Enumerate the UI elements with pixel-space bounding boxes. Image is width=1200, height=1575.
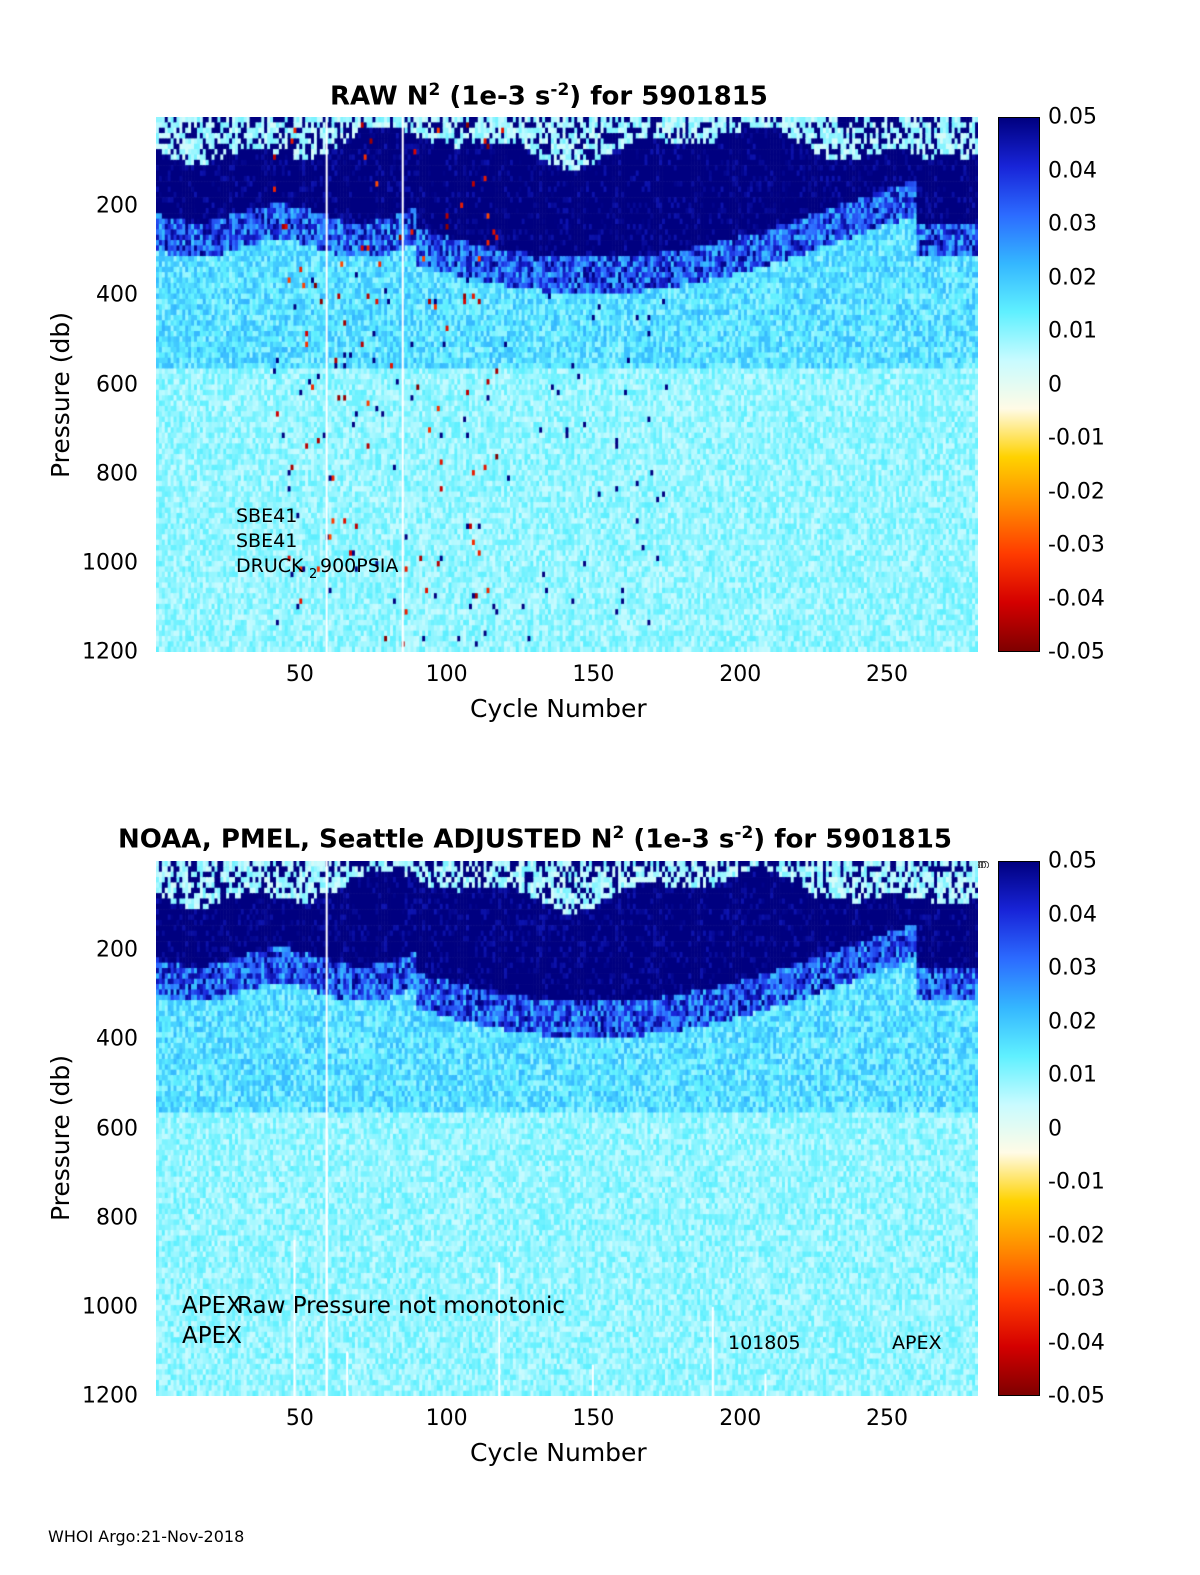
colorbar-tick-label: 0.02 bbox=[1048, 265, 1097, 290]
bottom-colorbar bbox=[998, 861, 1040, 1396]
y-tick-label: 200 bbox=[96, 937, 138, 963]
y-tick-label: 1200 bbox=[82, 639, 138, 665]
marker-circle bbox=[981, 861, 990, 868]
y-tick-label: 1200 bbox=[82, 1383, 138, 1409]
x-tick-label: 150 bbox=[572, 662, 615, 687]
top-title-sup1: 2 bbox=[428, 80, 441, 100]
top-title-main: RAW N bbox=[330, 81, 429, 112]
x-tick-label: 200 bbox=[719, 1406, 762, 1431]
x-tick-label: 150 bbox=[572, 1406, 615, 1431]
bottom-chart-title: NOAA, PMEL, Seattle ADJUSTED N2 (1e-3 s-… bbox=[118, 823, 952, 855]
bottom-title-sup2: -2 bbox=[734, 823, 754, 843]
colorbar-tick-label: 0.03 bbox=[1048, 955, 1097, 981]
top-heatmap-plot-area bbox=[156, 117, 978, 652]
bottom-y-axis-label: Pressure (db) bbox=[46, 1055, 75, 1221]
colorbar-tick-label: 0.02 bbox=[1048, 1009, 1097, 1034]
top-chart-title: RAW N2 (1e-3 s-2) for 5901815 bbox=[330, 80, 768, 112]
x-tick-label: 50 bbox=[285, 1406, 314, 1431]
bottom-heatmap-plot-area bbox=[156, 861, 978, 1396]
colorbar-tick-label: -0.03 bbox=[1048, 532, 1105, 558]
x-tick-label: 250 bbox=[865, 1406, 908, 1431]
bottom-annotation-raw-pressure: Raw Pressure not monotonic bbox=[237, 1293, 566, 1319]
colorbar-tick-label: -0.04 bbox=[1048, 1330, 1105, 1355]
colorbar-tick-label: 0.04 bbox=[1048, 158, 1097, 183]
colorbar-tick-label: 0.01 bbox=[1048, 318, 1097, 344]
top-title-sup2: -2 bbox=[550, 80, 570, 100]
y-tick-label: 800 bbox=[96, 461, 138, 487]
y-tick-label: 1000 bbox=[82, 550, 138, 576]
colorbar-tick-label: -0.03 bbox=[1048, 1276, 1105, 1302]
x-tick-label: 100 bbox=[425, 662, 468, 687]
x-tick-label: 50 bbox=[285, 662, 314, 687]
top-annotation-druck: DRUCK bbox=[236, 555, 304, 577]
colorbar-tick-label: 0.03 bbox=[1048, 211, 1097, 237]
colorbar-tick-label: -0.05 bbox=[1048, 639, 1105, 665]
top-heatmap-canvas bbox=[156, 117, 978, 652]
y-tick-label: 600 bbox=[96, 1116, 138, 1141]
colorbar-tick-label: 0.04 bbox=[1048, 902, 1097, 927]
bottom-heatmap-canvas bbox=[156, 861, 978, 1396]
y-tick-label: 1000 bbox=[82, 1294, 138, 1320]
x-tick-label: 250 bbox=[865, 662, 908, 687]
colorbar-tick-label: -0.02 bbox=[1048, 1223, 1105, 1248]
colorbar-tick-label: -0.05 bbox=[1048, 1383, 1105, 1409]
top-y-axis-label: Pressure (db) bbox=[46, 312, 75, 478]
colorbar-tick-label: 0.05 bbox=[1048, 104, 1097, 130]
colorbar-tick-label: 0 bbox=[1048, 372, 1062, 397]
colorbar-tick-label: -0.04 bbox=[1048, 586, 1105, 611]
top-annotation-sbe41-b: SBE41 bbox=[236, 530, 298, 552]
bottom-title-mid: (1e-3 s bbox=[624, 824, 735, 855]
bottom-x-axis-label: Cycle Number bbox=[470, 1438, 647, 1467]
bottom-title-sup1: 2 bbox=[612, 823, 625, 843]
bottom-title-prefix: NOAA, PMEL, Seattle ADJUSTED N bbox=[118, 824, 613, 855]
top-annotation-900psia: 900PSIA bbox=[320, 555, 399, 577]
x-tick-label: 100 bbox=[425, 1406, 468, 1431]
marker-circle bbox=[978, 861, 987, 868]
y-tick-label: 800 bbox=[96, 1205, 138, 1231]
y-tick-label: 400 bbox=[96, 1026, 138, 1052]
colorbar-tick-label: -0.01 bbox=[1048, 1169, 1105, 1195]
top-annotation-subscript: 2 bbox=[309, 567, 318, 582]
top-title-mid: (1e-3 s bbox=[440, 81, 551, 112]
footer-credit: WHOI Argo:21-Nov-2018 bbox=[48, 1527, 245, 1546]
top-annotation-sbe41-a: SBE41 bbox=[236, 505, 298, 527]
colorbar-tick-label: -0.02 bbox=[1048, 479, 1105, 504]
bottom-title-end: ) for 5901815 bbox=[753, 824, 952, 855]
bottom-annotation-apex-a: APEX bbox=[182, 1293, 242, 1319]
bottom-annotation-apex-c: APEX bbox=[892, 1332, 942, 1354]
y-tick-label: 400 bbox=[96, 282, 138, 308]
top-title-end: ) for 5901815 bbox=[569, 81, 768, 112]
y-tick-label: 200 bbox=[96, 193, 138, 219]
x-tick-label: 200 bbox=[719, 662, 762, 687]
top-x-axis-label: Cycle Number bbox=[470, 694, 647, 723]
colorbar-tick-label: 0.01 bbox=[1048, 1062, 1097, 1088]
y-tick-label: 600 bbox=[96, 372, 138, 397]
bottom-annotation-apex-b: APEX bbox=[182, 1323, 242, 1349]
colorbar-tick-label: 0.05 bbox=[1048, 848, 1097, 874]
colorbar-tick-label: -0.01 bbox=[1048, 425, 1105, 451]
bottom-annotation-serial: 101805 bbox=[728, 1332, 801, 1354]
colorbar-tick-label: 0 bbox=[1048, 1116, 1062, 1141]
top-colorbar bbox=[998, 117, 1040, 652]
